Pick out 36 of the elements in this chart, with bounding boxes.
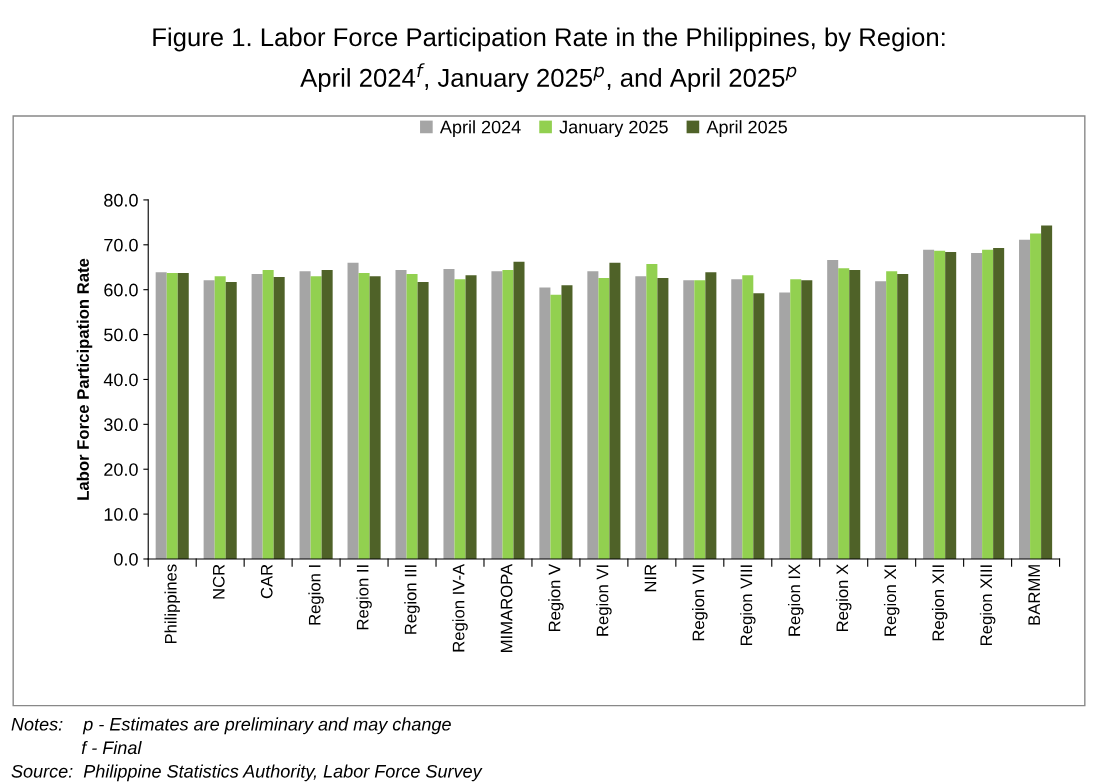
x-tick-label: Region X bbox=[835, 564, 852, 632]
y-tick-label: 50.0 bbox=[104, 328, 138, 342]
x-tick-label: Region XIII bbox=[979, 565, 996, 645]
x-tick-label: BARMM bbox=[1028, 565, 1040, 625]
y-tick-label: 10.0 bbox=[104, 508, 138, 521]
y-tick-label: 30.0 bbox=[104, 418, 138, 432]
y-axis-title: Labor Force Participation Rate bbox=[76, 258, 93, 500]
y-tick-label: 0.0 bbox=[114, 552, 138, 566]
x-tick-label: Philippines bbox=[164, 564, 180, 644]
legend-label: April 2025 bbox=[706, 120, 787, 137]
chart-title: Figure 1. Labor Force Participation Rate in the Philippines, by Region: April 2024$^{f}$, January 2025$^{p}$, and April 2025$^{p}$ bbox=[153, 27, 945, 93]
x-tick-label: Region VIII bbox=[740, 565, 756, 645]
y-tick-label: 70.0 bbox=[104, 238, 138, 252]
x-tick-label: NCR bbox=[212, 564, 225, 599]
x-tick-label: Region IV-A bbox=[452, 563, 468, 652]
text: Notes: p - Estimates are preliminary and may change bbox=[11, 717, 451, 735]
x-tick-label: Region XI bbox=[883, 565, 900, 636]
source-note: Source: Philippine Statistics Authority, Labor Force Survey bbox=[11, 764, 483, 782]
y-tick-label: 20.0 bbox=[104, 463, 138, 476]
legend-label: January 2025 bbox=[559, 120, 668, 137]
y-tick-label: 60.0 bbox=[104, 283, 138, 297]
y-tick-label: 40.0 bbox=[103, 373, 138, 387]
y-tick-label: 80.0 bbox=[104, 193, 138, 207]
x-tick-label: NIR bbox=[644, 564, 657, 592]
text: f - Final bbox=[81, 740, 142, 755]
x-tick-label: CAR bbox=[260, 564, 273, 599]
x-tick-label: Region VII bbox=[692, 565, 708, 641]
x-tick-label: Region IX bbox=[787, 564, 804, 636]
x-tick-label: Region V bbox=[548, 563, 564, 632]
x-tick-label: Region XII bbox=[931, 565, 948, 641]
x-tick-label: Region III bbox=[404, 565, 420, 634]
legend-label: April 2024 bbox=[439, 120, 521, 137]
x-tick-label: Region I bbox=[308, 565, 324, 625]
x-tick-label: MIMAROPA bbox=[500, 563, 513, 652]
x-tick-label: Region VI bbox=[596, 565, 612, 636]
x-tick-label: Region II bbox=[356, 565, 372, 630]
